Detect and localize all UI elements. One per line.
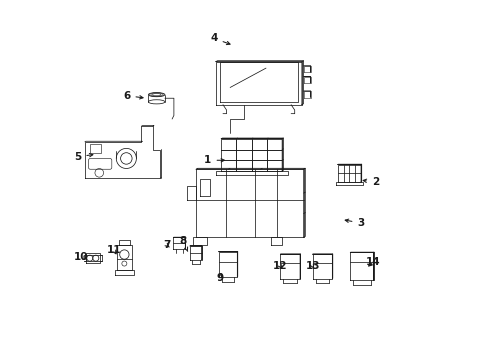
Text: 7: 7 bbox=[163, 240, 170, 250]
Text: 9: 9 bbox=[216, 273, 223, 283]
Text: 5: 5 bbox=[74, 152, 93, 162]
Bar bbox=[90, 144, 101, 153]
Text: 1: 1 bbox=[204, 155, 224, 165]
Text: 12: 12 bbox=[273, 261, 287, 271]
Text: 6: 6 bbox=[123, 91, 143, 101]
Text: 8: 8 bbox=[179, 236, 187, 251]
Text: 3: 3 bbox=[345, 218, 364, 228]
Text: 13: 13 bbox=[305, 261, 319, 271]
Text: 14: 14 bbox=[366, 257, 380, 267]
Text: 4: 4 bbox=[210, 33, 229, 45]
Text: 10: 10 bbox=[74, 252, 88, 262]
Text: 11: 11 bbox=[106, 245, 121, 255]
Text: 2: 2 bbox=[363, 177, 378, 187]
